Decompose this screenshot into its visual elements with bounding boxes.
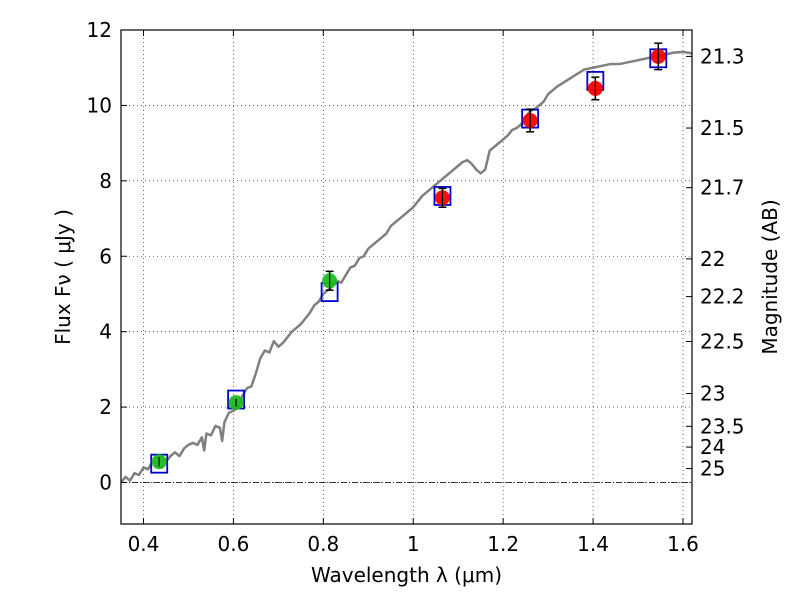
series-layer xyxy=(120,42,693,484)
y2-tick-label: 22.2 xyxy=(700,285,745,309)
y-tick-label: 10 xyxy=(87,93,112,117)
y2-tick-label: 25 xyxy=(700,457,725,481)
y2-tick-label: 22 xyxy=(700,247,725,271)
y2-tick-label: 23.5 xyxy=(700,414,745,438)
axis-ticks: 0.4 0.6 0.8 1 1.2 1.4 1.602468101221.321.521.7… xyxy=(87,18,745,556)
x-tick-label: 0.8 xyxy=(307,532,339,556)
y-tick-label: 0 xyxy=(99,471,112,495)
y-tick-label: 4 xyxy=(99,320,112,344)
y2-tick-label: 21.3 xyxy=(700,44,745,68)
y2-tick-label: 24 xyxy=(700,435,725,459)
y2-tick-label: 22.5 xyxy=(700,329,745,353)
x-tick-label: 0.4 xyxy=(128,532,160,556)
y-axis-label: Flux Fν ( μJy ) xyxy=(51,209,75,345)
y2-tick-label: 21.5 xyxy=(700,116,745,140)
x-tick-label: 0.6 xyxy=(217,532,249,556)
x-tick-label: 1.4 xyxy=(577,532,609,556)
plot-frame xyxy=(120,29,693,525)
y-tick-label: 6 xyxy=(99,244,112,268)
y2-tick-label: 23 xyxy=(700,382,725,406)
x-axis-label: Wavelength λ (μm) xyxy=(311,563,502,587)
y2-tick-label: 21.7 xyxy=(700,176,745,200)
y2-axis-label: Magnitude (AB) xyxy=(758,199,782,354)
x-tick-label: 1 xyxy=(407,532,420,556)
x-tick-label: 1.2 xyxy=(487,532,519,556)
y-tick-label: 12 xyxy=(87,18,112,42)
x-tick-label: 1.6 xyxy=(667,532,699,556)
y-tick-label: 2 xyxy=(99,395,112,419)
y-tick-label: 8 xyxy=(99,169,112,193)
